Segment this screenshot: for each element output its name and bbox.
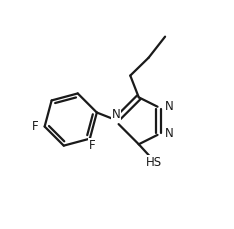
Text: N: N [165,100,174,113]
Text: HS: HS [146,156,162,169]
Text: F: F [89,139,95,152]
Text: N: N [112,108,121,121]
Text: F: F [32,120,38,133]
Text: N: N [165,128,174,140]
